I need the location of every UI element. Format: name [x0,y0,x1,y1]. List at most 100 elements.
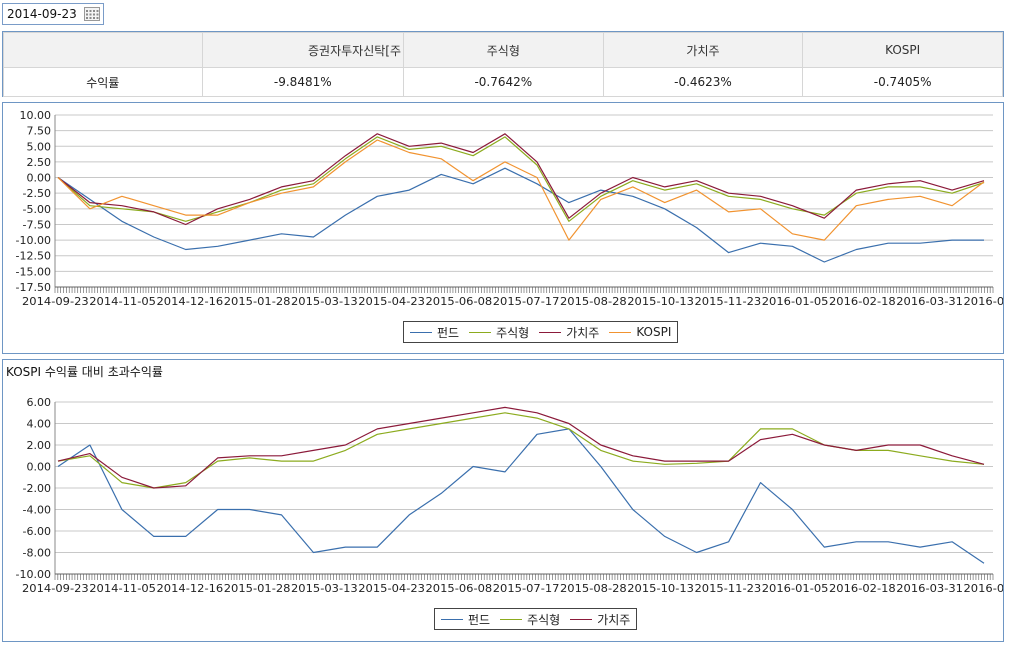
x-tick-label: 2014-12-16 [157,582,224,595]
y-tick-label: -8.00 [23,547,51,560]
row-label: 수익률 [3,67,203,97]
y-tick-label: -10.00 [16,568,51,581]
series-line-fund [57,428,985,564]
x-tick-label: 2014-11-05 [89,295,156,308]
header-cell-value: 가치주 [602,32,804,68]
chart-legend: 펀드 주식형 가치주 KOSPI [403,321,679,343]
x-tick-label: 2015-01-28 [224,582,291,595]
header-cell-empty [3,32,203,68]
legend-label: 주식형 [496,325,530,340]
x-tick-label: 2014-12-16 [157,295,224,308]
series-line-value [57,406,985,489]
stock-return-value: -0.7642% [403,67,604,97]
table-row: 수익률 -9.8481% -0.7642% -0.4623% -0.7405% [3,67,1003,97]
y-tick-label: 7.50 [27,125,52,138]
excess-return-chart: 6.00 4.00 2.00 0.00 -2.00 -4.00 -6.00 -8.00 -10.… [16,396,1004,595]
legend-item-fund: 펀드 [441,611,490,628]
legend-swatch [570,618,593,620]
return-summary-table: 증권자투자신탁[주 주식형 가치주 KOSPI 수익률 -9.8481% -0.… [2,31,1004,97]
x-tick-label: 2015-11-23 [695,582,762,595]
legend-label: 펀드 [437,325,460,340]
x-tick-label: 2016-01-05 [762,295,829,308]
x-tick-label: 2015-06-08 [426,582,493,595]
series-line-fund [57,167,984,263]
kospi-return-value: -0.7405% [802,67,1003,97]
x-tick-label: 2016-02-18 [829,295,896,308]
x-tick-label: 2015-07-17 [493,295,560,308]
legend-swatch [609,331,632,333]
x-tick-label: 2014-09-23 [22,582,89,595]
x-tick-label: 2016-05-16 [964,295,1004,308]
y-tick-label: 0.00 [27,172,52,185]
x-tick-label: 2015-03-13 [291,295,358,308]
legend-item-value: 가치주 [570,611,630,628]
y-tick-label: -17.50 [16,281,51,294]
x-tick-label: 2016-05-16 [964,582,1004,595]
x-tick-label: 2014-11-05 [89,582,156,595]
y-tick-label: 6.00 [27,396,52,409]
legend-label: 가치주 [566,325,600,340]
y-tick-label: -2.50 [23,187,51,200]
x-tick-label: 2015-10-13 [627,582,694,595]
x-tick-label: 2015-08-28 [560,582,627,595]
chart-title: KOSPI 수익률 대비 초과수익률 [6,365,163,379]
date-picker[interactable]: 2014-09-23 [2,3,104,25]
legend-item-kospi: KOSPI [609,325,671,339]
header-cell-stock: 주식형 [403,32,604,68]
legend-label: 펀드 [468,612,491,627]
x-tick-label: 2016-02-18 [829,582,896,595]
fund-return-value: -9.8481% [201,67,405,97]
x-tick-label: 2015-06-08 [426,295,493,308]
x-tick-label: 2014-09-23 [22,295,89,308]
x-tick-label: 2015-07-17 [493,582,560,595]
value-return-value: -0.4623% [602,67,804,97]
y-tick-label: -4.00 [23,504,51,517]
series-line-value [57,133,985,226]
y-tick-label: 10.00 [20,109,52,122]
cumulative-return-chart: 10.00 7.50 5.00 2.50 0.00 -2.50 -5.00 -7.50 -10.… [16,109,1004,308]
y-tick-label: -6.00 [23,525,51,538]
x-tick-label: 2015-04-23 [358,295,425,308]
y-tick-label: -7.50 [23,218,51,231]
legend-item-fund: 펀드 [410,324,459,341]
header-cell-fund: 증권자투자신탁[주 [201,32,405,68]
legend-item-stock: 주식형 [469,324,529,341]
series-line-stock [57,136,985,222]
y-tick-label: 0.00 [27,461,52,474]
y-tick-label: -15.00 [16,265,51,278]
y-tick-label: -12.50 [16,250,51,263]
legend-swatch [539,331,562,333]
x-tick-label: 2015-11-23 [695,295,762,308]
y-tick-label: 2.00 [27,439,52,452]
legend-label: 가치주 [597,612,631,627]
y-tick-label: -10.00 [16,234,51,247]
legend-label: KOSPI [636,325,672,339]
y-tick-label: 4.00 [27,418,52,431]
x-tick-label: 2015-04-23 [358,582,425,595]
y-tick-label: -5.00 [23,203,51,216]
legend-swatch [500,618,523,620]
legend-item-value: 가치주 [539,324,599,341]
date-value[interactable]: 2014-09-23 [7,7,77,21]
legend-item-stock: 주식형 [500,611,560,628]
x-tick-label: 2016-03-31 [896,582,963,595]
table-header-row: 증권자투자신탁[주 주식형 가치주 KOSPI [3,32,1003,68]
header-cell-kospi: KOSPI [802,32,1003,68]
y-tick-label: -2.00 [23,482,51,495]
y-tick-label: 2.50 [27,156,52,169]
legend-swatch [410,331,432,333]
excess-return-chart-panel: KOSPI 수익률 대비 초과수익률 6.00 4.00 2.00 0.00 -2.00… [2,359,1004,642]
x-tick-label: 2015-10-13 [627,295,694,308]
x-tick-label: 2016-03-31 [896,295,963,308]
calendar-icon[interactable] [84,7,100,21]
chart-legend: 펀드 주식형 가치주 [434,608,638,630]
series-line-kospi [57,139,985,241]
x-tick-label: 2015-08-28 [560,295,627,308]
legend-swatch [441,618,463,620]
x-tick-label: 2015-03-13 [291,582,358,595]
legend-label: 주식형 [527,612,561,627]
cumulative-return-chart-panel: 10.00 7.50 5.00 2.50 0.00 -2.50 -5.00 -7.50 -10.… [2,102,1004,354]
x-tick-label: 2016-01-05 [762,582,829,595]
legend-swatch [469,331,492,333]
y-tick-label: 5.00 [27,140,52,153]
